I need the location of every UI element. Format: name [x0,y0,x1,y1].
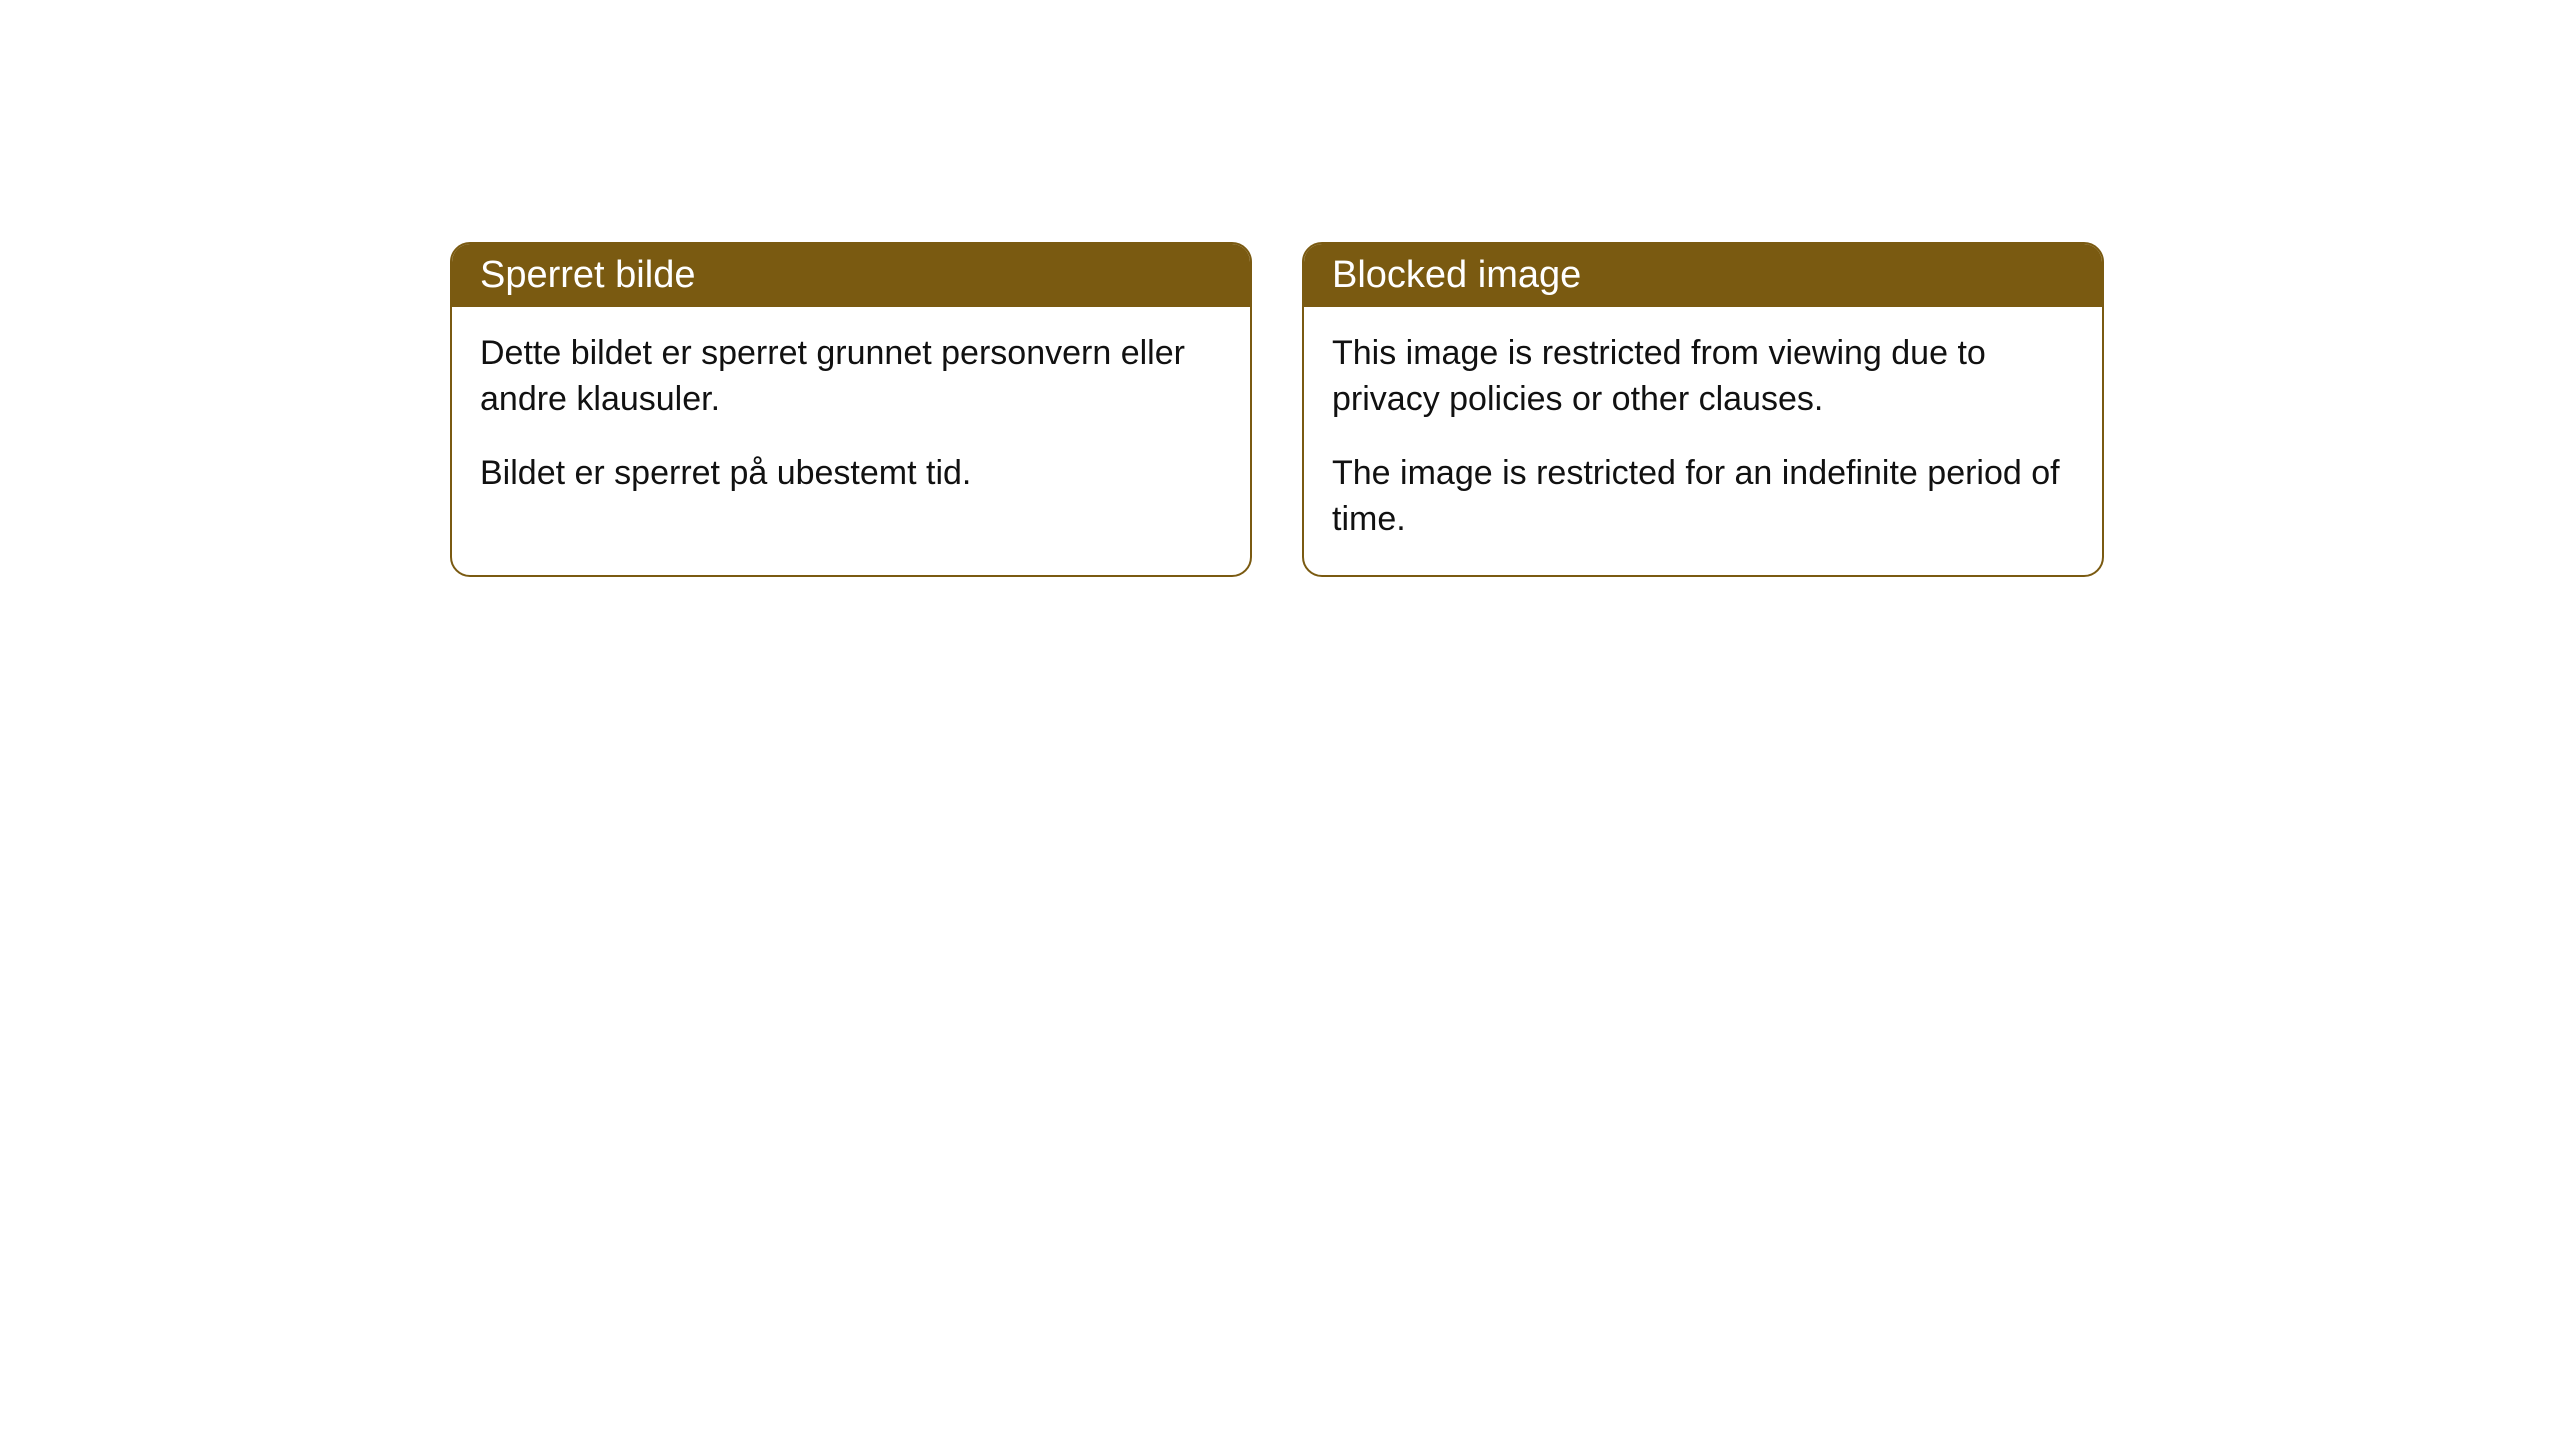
notice-cards-container: Sperret bilde Dette bildet er sperret gr… [0,0,2560,577]
card-body: This image is restricted from viewing du… [1304,307,2102,575]
card-paragraph-1: This image is restricted from viewing du… [1332,331,2074,423]
card-header: Sperret bilde [452,244,1250,307]
card-paragraph-2: Bildet er sperret på ubestemt tid. [480,451,1222,497]
card-paragraph-1: Dette bildet er sperret grunnet personve… [480,331,1222,423]
blocked-image-card-norwegian: Sperret bilde Dette bildet er sperret gr… [450,242,1252,577]
blocked-image-card-english: Blocked image This image is restricted f… [1302,242,2104,577]
card-paragraph-2: The image is restricted for an indefinit… [1332,451,2074,543]
card-header: Blocked image [1304,244,2102,307]
card-title: Blocked image [1332,254,1581,296]
card-title: Sperret bilde [480,254,695,296]
card-body: Dette bildet er sperret grunnet personve… [452,307,1250,529]
